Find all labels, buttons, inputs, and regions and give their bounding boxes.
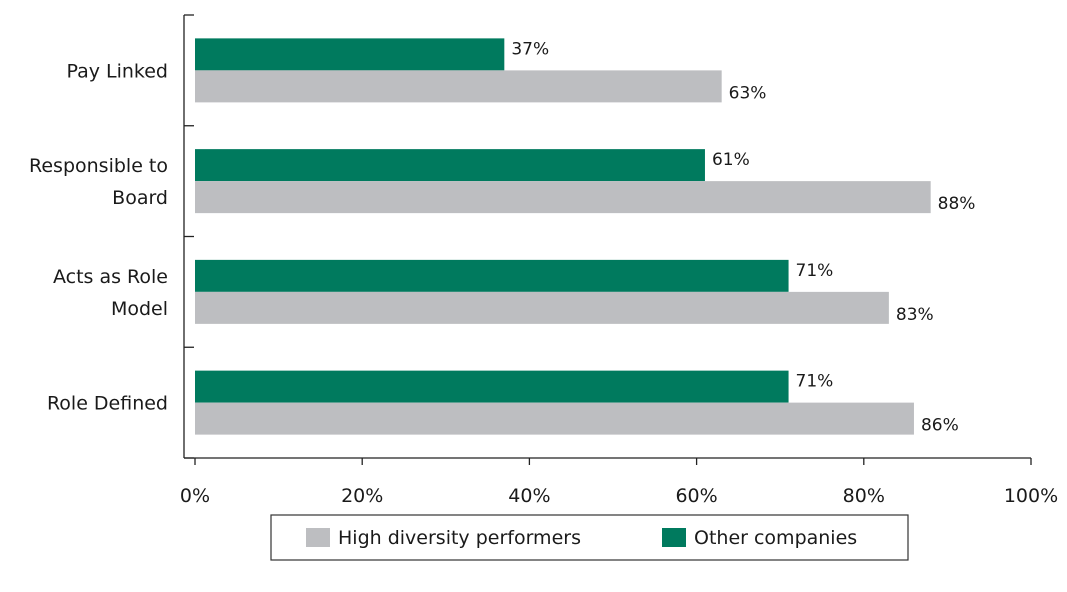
legend-box [270,514,909,561]
bar [195,181,931,214]
data-label: 88% [938,194,976,214]
data-label: 71% [796,372,834,392]
legend-label: High diversity performers [338,527,581,549]
x-tick-label: 0% [180,485,210,507]
category-label: Acts as Role Model [53,266,168,320]
category-label: Role Defined [47,393,168,415]
bar [195,402,914,435]
chart-labels: Pay Linked 37% 63% Responsible to Board 61% 88… [29,39,975,435]
bar [195,38,505,71]
chart-legend: High diversity performers Other companies [270,514,909,561]
bar [195,370,789,403]
category-label: Responsible to Board [29,155,168,209]
data-label: 37% [511,39,549,59]
category-label: Pay Linked [66,60,168,82]
data-label: 71% [796,261,834,281]
data-label: 86% [921,416,959,436]
legend-label: Other companies [694,527,857,549]
chart-bars [195,38,931,435]
x-tick-label: 80% [843,485,885,507]
data-label: 83% [896,305,934,325]
data-label: 61% [712,150,750,170]
x-tick-label: 60% [675,485,717,507]
legend-swatch [306,528,330,547]
x-tick-label: 20% [341,485,383,507]
bar [195,259,789,292]
data-label: 63% [729,83,767,103]
bar [195,291,889,324]
bar [195,70,722,103]
x-tick-label: 100% [1004,485,1058,507]
legend-swatch [662,528,686,547]
bar [195,149,705,182]
chart-axes: 0% 20% 40% 60% 80% 100% [180,14,1058,507]
x-tick-label: 40% [508,485,550,507]
